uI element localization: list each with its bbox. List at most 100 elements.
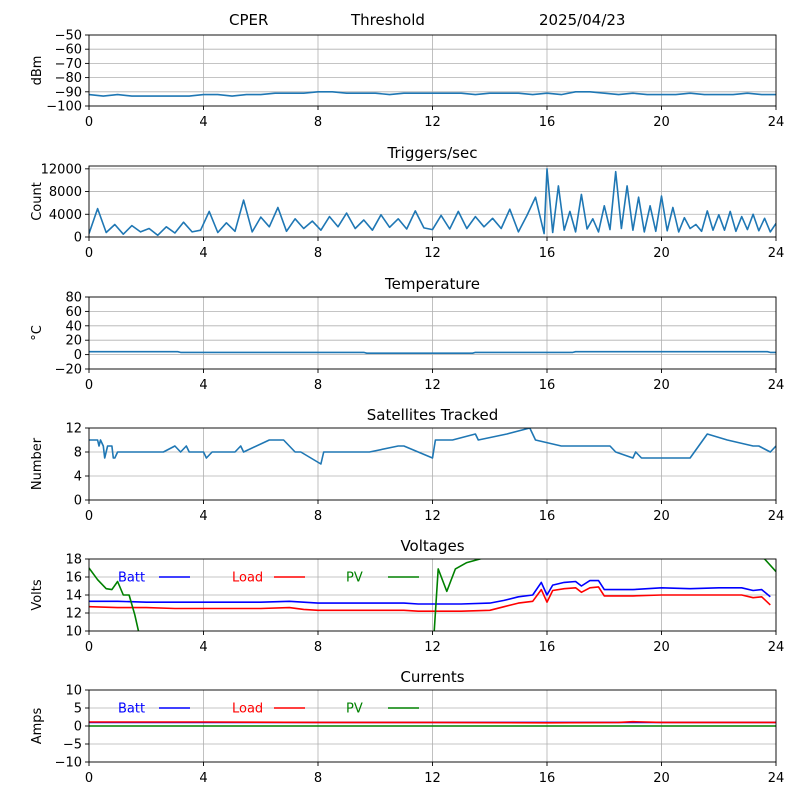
y-tick-label: −100 [46, 100, 82, 115]
y-axis-label: °C [30, 325, 45, 341]
y-axis-label: Count [30, 182, 45, 221]
y-tick-label: 8000 [49, 185, 82, 200]
x-tick-label: 0 [85, 115, 93, 130]
y-tick-label: 0 [74, 231, 82, 246]
panel-2: 0 4 8 12 16 20 24 0 4000 8000 12000 Triggers/sec Cou… [30, 144, 784, 261]
x-tick-label: 12 [424, 771, 441, 786]
y-tick-label: 5 [74, 702, 82, 717]
y-tick-label: 14 [65, 589, 82, 604]
x-tick-label: 0 [85, 509, 93, 524]
y-tick-label: −80 [55, 71, 82, 86]
y-tick-label: −5 [63, 738, 82, 753]
x-tick-label: 24 [768, 509, 785, 524]
panel-title: Voltages [400, 537, 464, 555]
x-tick-label: 0 [85, 640, 93, 655]
x-tick-label: 16 [539, 246, 556, 261]
series-line-1 [89, 91, 776, 97]
legend-label-batt: Batt [118, 571, 145, 586]
y-axis-label: Volts [30, 579, 45, 611]
x-tick-label: 16 [539, 640, 556, 655]
y-tick-label: 4000 [49, 208, 82, 223]
y-tick-label: 20 [65, 334, 82, 349]
x-tick-label: 8 [314, 246, 322, 261]
y-tick-label: 0 [74, 348, 82, 363]
x-tick-label: 20 [653, 771, 670, 786]
y-tick-label: 12000 [41, 162, 82, 177]
x-tick-label: 4 [199, 246, 207, 261]
x-tick-label: 8 [314, 509, 322, 524]
y-tick-label: 80 [65, 291, 82, 306]
mode-label: Threshold [351, 11, 425, 29]
x-tick-label: 20 [653, 640, 670, 655]
y-tick-label: −50 [55, 29, 82, 44]
y-tick-label: 12 [65, 607, 82, 622]
x-tick-label: 4 [199, 115, 207, 130]
series-line-3 [89, 350, 776, 355]
legend-label-batt: Batt [118, 702, 145, 717]
station-name: CPER [229, 11, 269, 29]
panel-title: Currents [400, 668, 464, 686]
x-tick-label: 4 [199, 771, 207, 786]
x-tick-label: 0 [85, 378, 93, 393]
series-group [89, 720, 776, 727]
y-axis-label: dBm [30, 56, 45, 86]
x-tick-label: 4 [199, 378, 207, 393]
x-tick-label: 12 [424, 378, 441, 393]
panel-title: Satellites Tracked [367, 406, 498, 424]
panel-1: 0 4 8 12 16 20 24 −100−90−80−70−60−50 dBm [30, 29, 784, 131]
x-tick-label: 24 [768, 246, 785, 261]
x-tick-label: 0 [85, 771, 93, 786]
y-tick-label: 4 [74, 470, 82, 485]
x-tick-label: 24 [768, 771, 785, 786]
y-tick-label: 10 [65, 684, 82, 699]
x-tick-label: 20 [653, 509, 670, 524]
y-tick-label: 12 [65, 422, 82, 437]
x-tick-label: 16 [539, 771, 556, 786]
x-tick-label: 24 [768, 378, 785, 393]
x-tick-label: 8 [314, 771, 322, 786]
series-group [89, 168, 776, 237]
series-group [89, 559, 776, 631]
y-tick-label: 18 [65, 553, 82, 568]
y-tick-label: 0 [74, 720, 82, 735]
y-tick-label: 40 [65, 319, 82, 334]
x-tick-label: 12 [424, 509, 441, 524]
x-tick-label: 4 [199, 640, 207, 655]
y-tick-label: −20 [55, 363, 82, 378]
series-line-batt [89, 579, 771, 605]
series-line-2 [89, 168, 776, 237]
panel-4: 0 4 8 12 16 20 24 0 4 8 12 Satellites Tracked Number [30, 406, 784, 524]
y-tick-label: 16 [65, 571, 82, 586]
panel-title: Triggers/sec [387, 144, 478, 162]
panel-5: 0 4 8 12 16 20 24 10 12 14 16 18 Voltages Volts Batt Lo… [30, 537, 784, 655]
x-tick-label: 12 [424, 246, 441, 261]
x-tick-label: 8 [314, 378, 322, 393]
x-tick-label: 20 [653, 115, 670, 130]
x-tick-label: 20 [653, 378, 670, 393]
legend-label-load: Load [232, 571, 263, 586]
series-group [89, 428, 776, 465]
series-group [89, 91, 776, 97]
y-tick-label: −10 [55, 756, 82, 771]
y-tick-label: −60 [55, 43, 82, 58]
series-line-pv [89, 559, 776, 631]
date-label: 2025/04/23 [539, 11, 626, 29]
y-axis-label: Amps [30, 707, 45, 744]
x-tick-label: 12 [424, 115, 441, 130]
series-line-load [89, 586, 771, 613]
panel-title: Temperature [384, 275, 480, 293]
y-tick-label: 0 [74, 494, 82, 509]
y-tick-label: 8 [74, 446, 82, 461]
x-tick-label: 16 [539, 509, 556, 524]
x-tick-label: 4 [199, 509, 207, 524]
legend-label-load: Load [232, 702, 263, 717]
x-tick-label: 24 [768, 115, 785, 130]
x-tick-label: 20 [653, 246, 670, 261]
series-line-4 [89, 428, 776, 465]
x-tick-label: 12 [424, 640, 441, 655]
y-tick-label: −70 [55, 57, 82, 72]
x-tick-label: 16 [539, 378, 556, 393]
